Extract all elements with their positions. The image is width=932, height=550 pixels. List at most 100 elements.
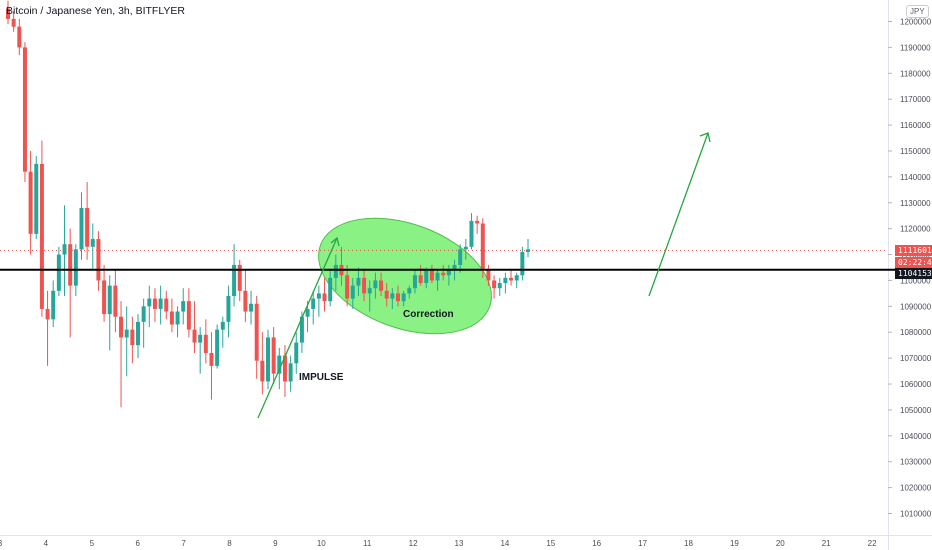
price-tick-label: 1140000 <box>900 173 931 182</box>
currency-button[interactable]: JPY <box>906 5 929 18</box>
candle-body <box>147 298 152 307</box>
price-tick-label: 1090000 <box>900 302 932 311</box>
candle-body <box>169 311 174 325</box>
time-tick-label: 21 <box>822 539 831 548</box>
price-tick-label: 1050000 <box>900 406 932 415</box>
candle-body <box>345 275 350 299</box>
time-tick-label: 14 <box>500 539 509 548</box>
candle-body <box>226 295 231 322</box>
price-tick-label: 1200000 <box>900 18 932 27</box>
candle-body <box>73 249 78 286</box>
candle-body <box>514 275 519 281</box>
time-tick-label: 7 <box>181 539 186 548</box>
candle-body <box>124 329 129 338</box>
candle-body <box>119 316 124 338</box>
candle-body <box>379 280 384 291</box>
countdown-tag: 02:22:48 <box>895 257 932 268</box>
candle-body <box>526 249 530 252</box>
correction-ellipse <box>318 217 492 335</box>
price-tick-label: 1060000 <box>900 380 932 389</box>
candle-body <box>492 280 497 289</box>
candle-body <box>220 321 225 330</box>
candle-body <box>181 301 186 312</box>
candle-body <box>446 270 451 276</box>
candle-body <box>503 277 508 284</box>
time-tick-label: 19 <box>730 539 739 548</box>
candle-body <box>11 18 16 27</box>
candle-body <box>79 207 84 250</box>
candle-body <box>175 311 180 325</box>
time-tick-label: 3 <box>0 539 3 548</box>
candle-body <box>102 280 107 315</box>
forecast-arrow <box>648 132 711 297</box>
candle-body <box>497 283 502 289</box>
candle-body <box>192 329 197 343</box>
price-tick-label: 1080000 <box>900 328 932 337</box>
candle-body <box>243 290 248 312</box>
candle-body <box>322 293 327 302</box>
candles <box>6 0 530 408</box>
candle-body <box>520 251 525 276</box>
price-tick-label: 1010000 <box>900 510 932 519</box>
candle-body <box>271 337 276 374</box>
time-tick-label: 17 <box>638 539 647 548</box>
price-tick-label: 1120000 <box>900 225 931 234</box>
candle-body <box>68 244 73 286</box>
candle-body <box>198 334 203 343</box>
candle-body <box>486 270 491 281</box>
time-tick-label: 4 <box>44 539 49 548</box>
candle-body <box>418 275 423 284</box>
candle-body <box>294 342 299 364</box>
candle-body <box>215 329 220 366</box>
time-tick-label: 10 <box>317 539 326 548</box>
price-tick-label: 1170000 <box>900 95 931 104</box>
candle-body <box>158 298 163 309</box>
candle-body <box>51 290 56 320</box>
candle-body <box>232 264 237 296</box>
candle-body <box>209 352 214 366</box>
price-tick-label: 1130000 <box>900 199 931 208</box>
time-tick-label: 6 <box>135 539 140 548</box>
candle-body <box>152 298 157 309</box>
candle-body <box>396 293 400 302</box>
chart-title: Bitcoin / Japanese Yen, 3h, BITFLYER <box>6 5 185 17</box>
candle-body <box>316 293 321 299</box>
candle-body <box>85 207 90 247</box>
price-tick-label: 1020000 <box>900 484 932 493</box>
candle-body <box>384 290 389 299</box>
candle-body <box>362 277 367 294</box>
time-tick-label: 8 <box>227 539 232 548</box>
candle-body <box>311 298 316 309</box>
time-tick-label: 18 <box>684 539 693 548</box>
candle-body <box>136 321 140 346</box>
candle-body <box>435 272 440 281</box>
candle-body <box>475 220 480 224</box>
candle-body <box>407 288 412 294</box>
candle-body <box>299 316 304 343</box>
candle-body <box>113 285 118 317</box>
level-price-tag: 1104153 <box>895 268 932 279</box>
time-tick-label: 12 <box>409 539 418 548</box>
candle-body <box>62 244 67 255</box>
candle-body <box>373 280 378 289</box>
price-tick-label: 1180000 <box>900 69 931 78</box>
candle-body <box>260 360 265 382</box>
candle-body <box>469 220 474 247</box>
candle-body <box>401 293 406 302</box>
candle-body <box>509 277 514 281</box>
candle-body <box>356 277 361 286</box>
candle-body <box>463 246 468 250</box>
price-tick-label: 1150000 <box>900 147 931 156</box>
candle-body <box>141 306 146 322</box>
price-tick-label: 1070000 <box>900 354 932 363</box>
correction-label: Correction <box>403 309 454 320</box>
candle-body <box>249 303 254 312</box>
candle-body <box>254 303 259 361</box>
time-axis: 3 4 5 6 7 8 9 10 11 12 13 14 15 16 17 18 19 20 21 22 <box>0 535 932 548</box>
candle-body <box>90 239 95 247</box>
candle-body <box>452 264 457 271</box>
candle-body <box>350 285 355 299</box>
candle-body <box>458 249 463 265</box>
candle-body <box>367 288 372 294</box>
